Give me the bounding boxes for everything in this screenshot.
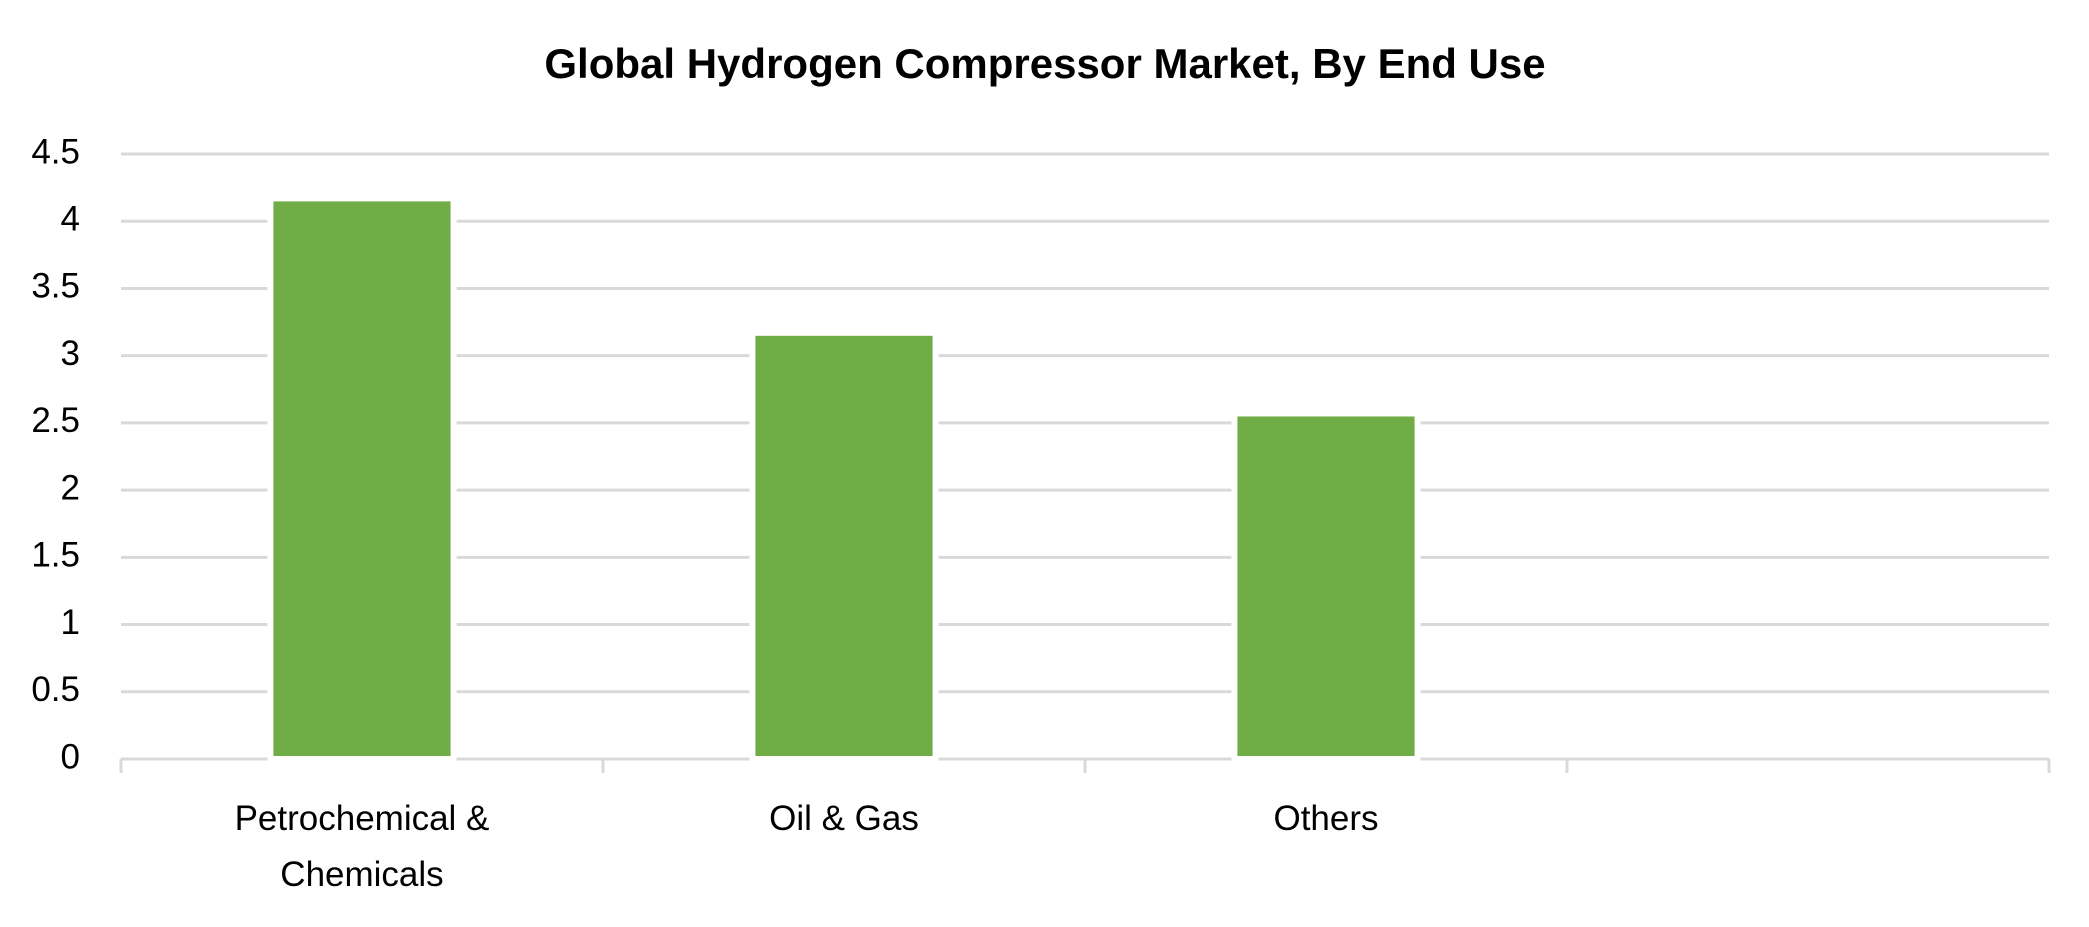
y-tick-label: 1.5: [31, 536, 80, 575]
x-tick-label: Others: [1273, 799, 1379, 838]
bar: [749, 329, 939, 762]
y-tick-label: 4.5: [31, 132, 80, 171]
chart-title: Global Hydrogen Compressor Market, By En…: [544, 40, 1545, 87]
y-tick-label: 0: [61, 737, 80, 776]
y-tick-label: 2.5: [31, 401, 80, 440]
y-tick-label: 3: [61, 334, 80, 373]
y-tick-label: 3.5: [31, 267, 80, 306]
y-tick-label: 4: [61, 199, 80, 238]
x-tick-label: Petrochemical & Chemicals: [234, 799, 490, 894]
y-tick-label: 2: [61, 468, 80, 507]
y-tick-label: 1: [61, 603, 80, 642]
bar: [267, 195, 457, 763]
bar: [1231, 410, 1421, 762]
x-tick-label: Oil & Gas: [769, 799, 919, 838]
y-tick-label: 0.5: [31, 670, 80, 709]
